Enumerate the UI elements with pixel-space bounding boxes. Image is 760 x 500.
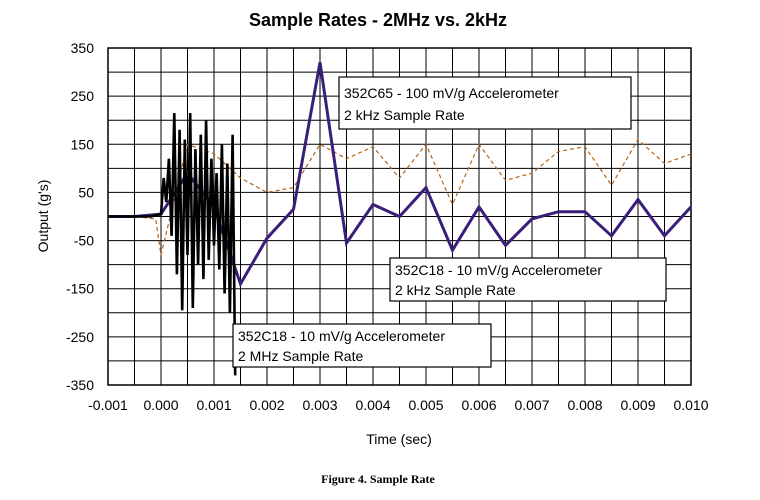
annotation-box: [389, 257, 667, 302]
annotation-box: [232, 323, 492, 368]
x-tick-label: 0.000: [143, 397, 178, 413]
y-axis-label: Output (g's): [35, 180, 51, 253]
x-tick-label: 0.010: [673, 397, 708, 413]
x-tick-label: 0.001: [196, 397, 231, 413]
x-tick-label: 0.008: [567, 397, 602, 413]
annotation-352c18-2mhz: 352C18 - 10 mV/g Accelerometer 2 MHz Sam…: [232, 323, 492, 368]
x-tick-label: 0.009: [620, 397, 655, 413]
annotation-line2: 2 MHz Sample Rate: [238, 348, 363, 364]
annotation-line2: 2 kHz Sample Rate: [344, 107, 465, 123]
y-tick-label: -50: [74, 233, 94, 249]
series-layer: [108, 62, 693, 376]
x-axis-label: Time (sec): [366, 431, 432, 447]
y-tick-label: -350: [66, 377, 94, 393]
x-tick-label: 0.004: [355, 397, 390, 413]
x-tick-labels: -0.001 0.000 0.001 0.002 0.003 0.004 0.005 0.00…: [88, 397, 709, 413]
series-352c65-2khz-line: [108, 138, 692, 256]
x-tick-label: 0.003: [302, 397, 337, 413]
annotation-line2: 2 kHz Sample Rate: [395, 282, 516, 298]
y-tick-label: 350: [71, 40, 95, 56]
x-tick-label: 0.005: [408, 397, 443, 413]
annotation-352c65-2khz: 352C65 - 100 mV/g Accelerometer 2 kHz Sa…: [338, 76, 632, 130]
x-tick-label: 0.006: [461, 397, 496, 413]
annotation-line1: 352C18 - 10 mV/g Accelerometer: [395, 262, 602, 278]
figure-caption: Figure 4. Sample Rate: [321, 472, 435, 486]
y-tick-label: -150: [66, 281, 94, 297]
chart-title: Sample Rates - 2MHz vs. 2kHz: [249, 10, 507, 30]
series-352c18-2mhz-line: [108, 112, 237, 376]
annotation-352c18-2khz: 352C18 - 10 mV/g Accelerometer 2 kHz Sam…: [389, 257, 667, 302]
annotation-line1: 352C18 - 10 mV/g Accelerometer: [238, 328, 445, 344]
x-tick-label: 0.002: [249, 397, 284, 413]
y-tick-label: 250: [71, 88, 95, 104]
x-tick-label: 0.007: [514, 397, 549, 413]
annotation-line1: 352C65 - 100 mV/g Accelerometer: [344, 85, 559, 101]
x-tick-label: -0.001: [88, 397, 128, 413]
y-tick-label: 150: [71, 136, 95, 152]
y-tick-label: -250: [66, 329, 94, 345]
y-tick-labels: 350 250 150 50 -50 -150 -250 -350: [66, 40, 94, 393]
annotation-box: [338, 76, 632, 130]
y-tick-label: 50: [78, 184, 94, 200]
